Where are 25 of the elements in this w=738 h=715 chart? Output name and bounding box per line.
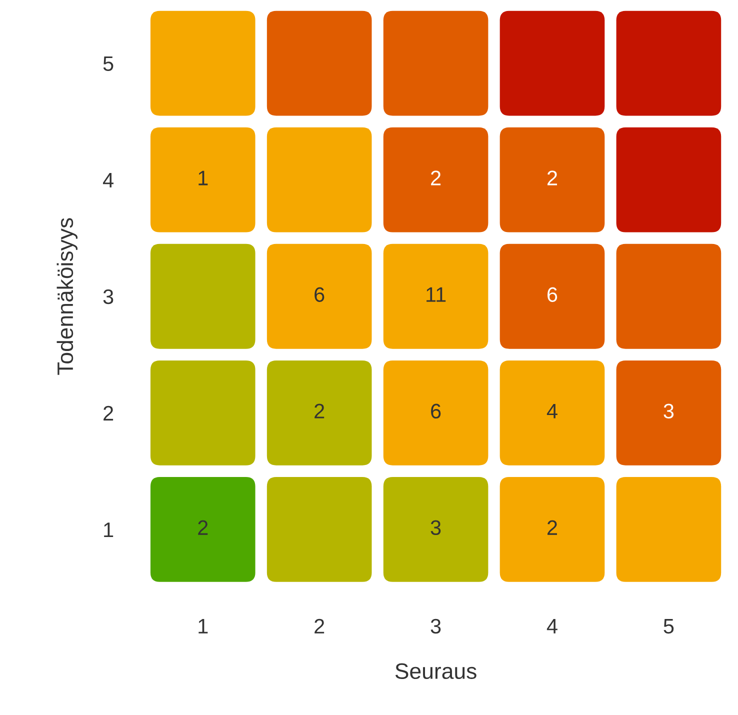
x-tick-label: 4	[546, 619, 558, 634]
y-tick-label: 1	[104, 522, 114, 538]
data-label: 2	[314, 404, 324, 418]
y-tick-label: 5	[103, 56, 114, 72]
data-label: 11	[426, 287, 446, 302]
data-label: 2	[548, 520, 557, 535]
data-label: 3	[430, 520, 441, 536]
x-axis-title: Seuraus	[395, 663, 476, 680]
x-tick-label: 2	[314, 618, 324, 634]
data-label: 6	[431, 404, 441, 419]
x-tick-label: 5	[664, 619, 674, 634]
y-tick-label: 3	[103, 289, 114, 304]
data-label: 1	[198, 170, 208, 186]
x-tick-label: 1	[198, 619, 208, 634]
y-tick-label: 4	[102, 173, 114, 188]
y-axis-title: Todennäköisyys	[56, 218, 78, 375]
x-tick-label: 3	[430, 618, 441, 634]
data-label: 3	[664, 404, 674, 419]
data-label: 6	[548, 287, 558, 302]
data-label: 6	[314, 287, 324, 302]
y-tick-label: 2	[104, 406, 114, 420]
data-label: 2	[548, 170, 557, 186]
data-label: 2	[431, 170, 441, 186]
data-label: 4	[546, 404, 558, 418]
data-label: 2	[198, 520, 208, 535]
